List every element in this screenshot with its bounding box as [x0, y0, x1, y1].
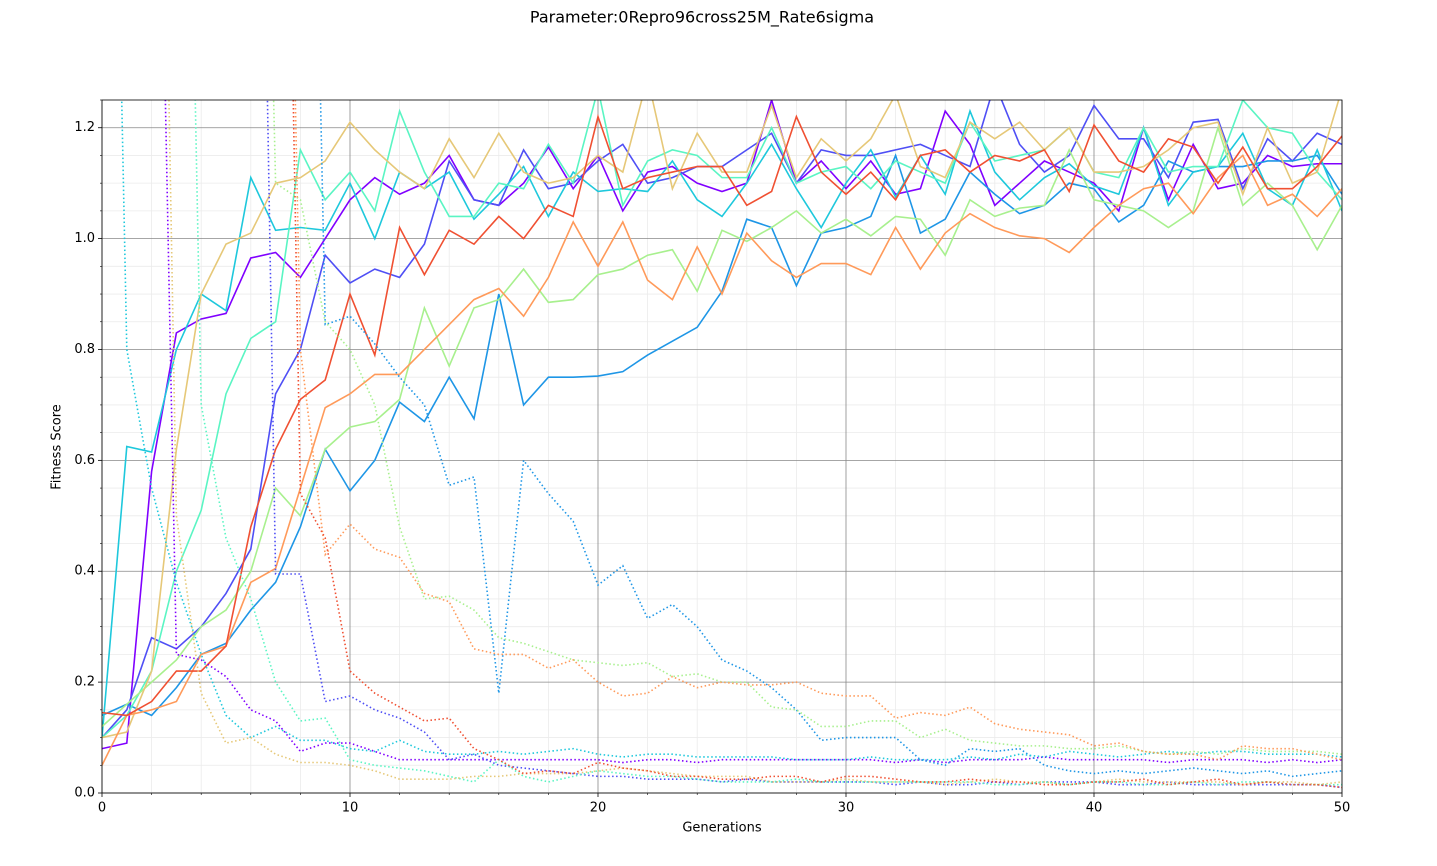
y-tick-label: 1.2 [74, 120, 95, 135]
x-tick-label: 40 [1086, 801, 1103, 816]
series-line [194, 100, 1342, 786]
series-line [272, 100, 1342, 756]
plot-frame [101, 99, 1343, 794]
series-line [292, 100, 1342, 789]
y-axis-label: Fitness Score [50, 404, 65, 490]
chart-title: Parameter:0Repro96cross25M_Rate6sigma [530, 8, 874, 28]
y-tick-label: 0.2 [74, 675, 95, 690]
series-line [294, 100, 1342, 761]
y-tick-label: 1.0 [74, 231, 95, 246]
x-tick-label: 20 [590, 801, 607, 816]
x-tick-label: 10 [342, 801, 359, 816]
x-tick-label: 50 [1334, 801, 1351, 816]
series-line [102, 113, 1342, 717]
series-line [102, 154, 1342, 766]
series-line [120, 100, 1342, 761]
series-line [102, 100, 1342, 739]
series-line [102, 100, 1342, 750]
x-axis-label: Generations [682, 821, 762, 836]
series-line [168, 100, 1342, 786]
series-line [164, 100, 1342, 764]
x-tick-label: 0 [98, 801, 106, 816]
y-tick-label: 0.4 [74, 564, 95, 579]
y-tick-label: 0.8 [74, 342, 95, 357]
series-line [266, 100, 1342, 789]
series-line [102, 108, 1342, 738]
x-tick-label: 30 [838, 801, 855, 816]
series-line [319, 100, 1342, 778]
y-tick-label: 0.0 [74, 786, 95, 801]
series-line [102, 100, 1342, 739]
plot-lines [102, 100, 1342, 789]
y-tick-label: 0.6 [74, 453, 95, 468]
series-line [102, 125, 1342, 728]
series-line [102, 153, 1342, 717]
